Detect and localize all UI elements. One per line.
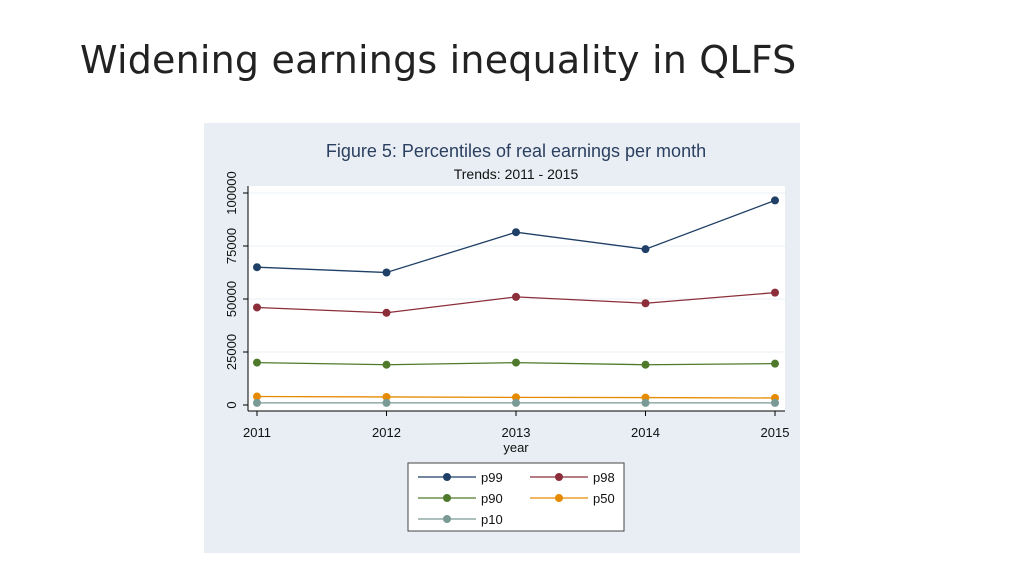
chart-panel: Figure 5: Percentiles of real earnings p… <box>204 123 800 553</box>
legend-items: p99 p98 p90 p50 p10 <box>418 470 615 527</box>
data-point-p98 <box>512 292 520 301</box>
legend-label-p99: p99 <box>481 470 503 485</box>
data-point-p90 <box>512 358 520 367</box>
y-tick-label: 25000 <box>224 334 239 370</box>
data-point-p10 <box>253 398 261 407</box>
line-chart: Figure 5: Percentiles of real earnings p… <box>224 141 789 532</box>
data-point-p10 <box>512 398 520 407</box>
legend-marker-p99 <box>443 473 451 481</box>
data-point-p10 <box>771 398 779 407</box>
y-tick-label: 50000 <box>224 281 239 317</box>
legend-marker-p90 <box>443 494 451 502</box>
data-point-p10 <box>641 398 650 407</box>
chart-subtitle: Trends: 2011 - 2015 <box>454 166 579 182</box>
axes: 0 25000 50000 75000 100000 2011 2012 2013 2014 20… <box>224 171 789 440</box>
data-point-p90 <box>771 359 779 368</box>
x-axis-title: year <box>503 440 529 455</box>
legend-label-p50: p50 <box>593 491 615 506</box>
data-point-p50 <box>382 392 391 401</box>
data-point-p90 <box>641 360 650 369</box>
chart-title: Figure 5: Percentiles of real earnings p… <box>326 141 706 161</box>
legend-marker-p50 <box>555 494 563 502</box>
x-tick-label: 2014 <box>631 425 660 440</box>
data-point-p99 <box>253 263 261 272</box>
legend-marker-p98 <box>555 473 563 481</box>
y-tick-label: 75000 <box>224 228 239 264</box>
legend-label-p90: p90 <box>481 491 503 506</box>
slide-title: Widening earnings inequality in QLFS <box>80 38 797 82</box>
data-point-p99 <box>641 245 650 254</box>
data-point-p99 <box>382 268 391 277</box>
data-point-p98 <box>771 288 779 297</box>
data-point-p98 <box>382 308 391 317</box>
data-point-p90 <box>253 358 261 367</box>
legend-label-p10: p10 <box>481 512 503 527</box>
data-point-p50 <box>253 392 261 401</box>
x-tick-label: 2015 <box>761 425 790 440</box>
data-point-p50 <box>512 393 520 402</box>
legend-marker-p10 <box>443 515 451 523</box>
data-point-p98 <box>253 303 261 312</box>
y-tick-label: 0 <box>224 401 239 408</box>
series-lines <box>253 196 779 407</box>
y-tick-label: 100000 <box>224 171 239 214</box>
data-point-p99 <box>512 228 520 237</box>
data-point-p10 <box>382 398 391 407</box>
x-tick-label: 2013 <box>502 425 531 440</box>
legend <box>407 462 625 532</box>
x-tick-label: 2012 <box>372 425 401 440</box>
data-point-p90 <box>382 360 391 369</box>
x-tick-label: 2011 <box>243 425 271 440</box>
data-point-p98 <box>641 299 650 308</box>
legend-label-p98: p98 <box>593 470 615 485</box>
data-point-p99 <box>771 196 779 205</box>
